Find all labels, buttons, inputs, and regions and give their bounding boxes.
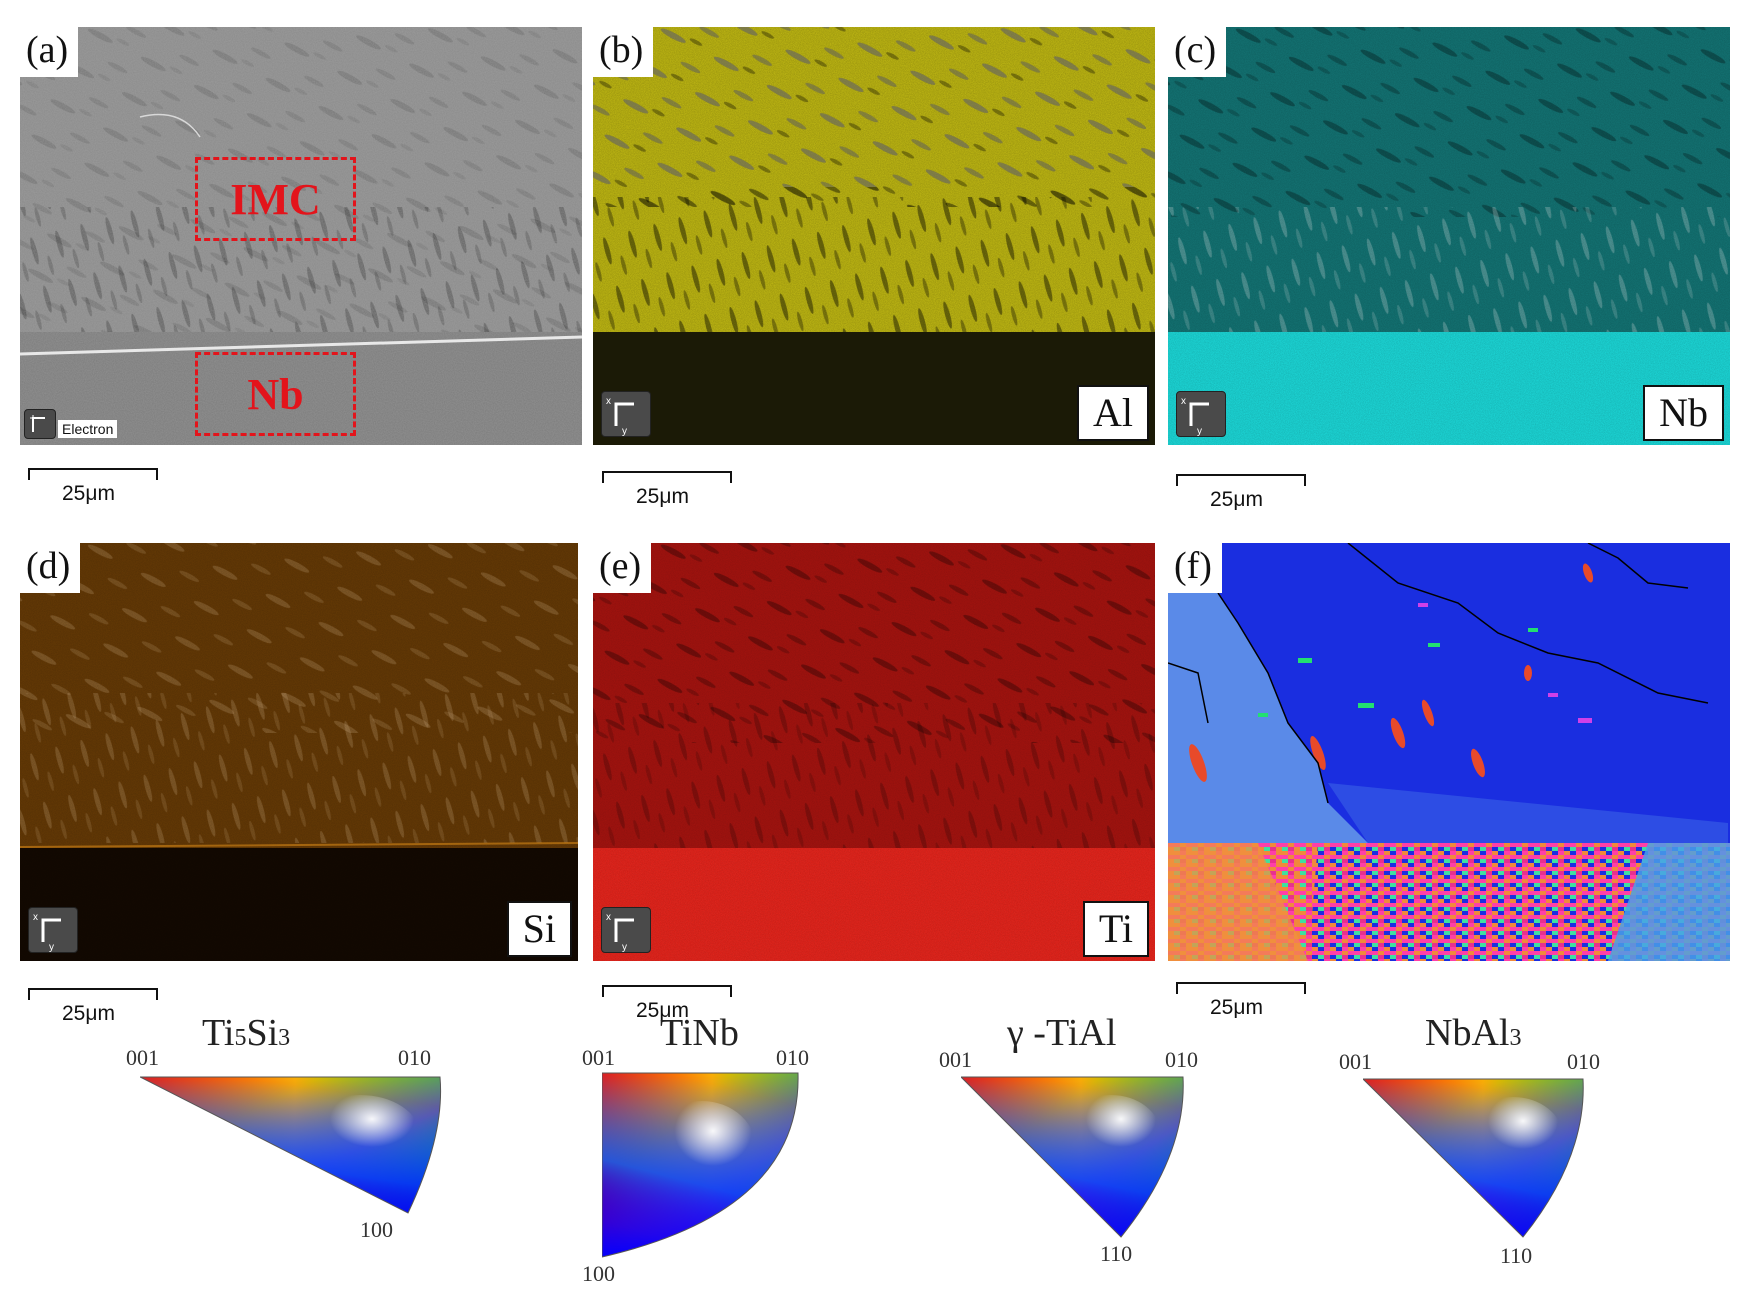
ipf-triangle bbox=[961, 1076, 1184, 1238]
svg-text:y: y bbox=[1197, 426, 1202, 436]
panel-e-ti-map: (e) x y Ti bbox=[593, 543, 1155, 961]
panel-f-label: (f) bbox=[1168, 543, 1222, 593]
ipf-legend-gamma-tial: γ -TiAl 001 010 110 bbox=[935, 1005, 1235, 1275]
xy-axis-icon: x y bbox=[601, 391, 651, 437]
si-eds-map bbox=[20, 543, 578, 961]
legend-title: γ -TiAl bbox=[1007, 1012, 1117, 1054]
electron-badge: Electron bbox=[58, 420, 118, 438]
corner-010-label: 010 bbox=[776, 1045, 809, 1070]
legend-title: TiNb bbox=[660, 1012, 739, 1054]
corner-010-label: 010 bbox=[398, 1045, 431, 1070]
panel-a-sem-image: (a) IMC Nb Electron bbox=[20, 27, 582, 445]
scale-bar-c: 25μm bbox=[1176, 474, 1306, 511]
ebsd-ipf-map bbox=[1168, 543, 1730, 961]
element-label-al: Al bbox=[1077, 385, 1149, 441]
svg-text:y: y bbox=[49, 942, 54, 952]
corner-001-label: 001 bbox=[126, 1045, 159, 1070]
sem-micrograph bbox=[20, 27, 582, 445]
scale-bar-b: 25μm bbox=[602, 471, 732, 508]
element-label-nb: Nb bbox=[1643, 385, 1724, 441]
corner-100-label: 100 bbox=[360, 1217, 393, 1242]
element-label-ti: Ti bbox=[1082, 901, 1149, 957]
svg-text:y: y bbox=[622, 942, 627, 952]
ipf-triangle bbox=[602, 1072, 799, 1258]
xy-axis-icon: x y bbox=[28, 907, 78, 953]
scale-bar-f-text: 25μm bbox=[1210, 996, 1263, 1019]
svg-text:y: y bbox=[622, 426, 627, 436]
xy-axis-icon: x y bbox=[601, 907, 651, 953]
scale-bar-c-text: 25μm bbox=[1210, 488, 1263, 511]
roi-nb-box: Nb bbox=[195, 352, 356, 436]
corner-110-label: 110 bbox=[1500, 1243, 1533, 1268]
panel-f-ebsd-map: (f) bbox=[1168, 543, 1730, 961]
scale-bar-d-text: 25μm bbox=[62, 1002, 115, 1025]
panel-e-label: (e) bbox=[593, 543, 652, 593]
corner-010-label: 010 bbox=[1567, 1049, 1600, 1074]
ti-eds-map bbox=[593, 543, 1155, 961]
scale-bar-f: 25μm bbox=[1176, 982, 1306, 1019]
panel-a-label: (a) bbox=[20, 27, 79, 77]
corner-110-label: 110 bbox=[1100, 1241, 1133, 1266]
corner-001-label: 001 bbox=[939, 1047, 972, 1072]
corner-001-label: 001 bbox=[582, 1045, 615, 1070]
panel-d-si-map: (d) x y Si bbox=[20, 543, 578, 961]
element-label-si: Si bbox=[506, 901, 572, 957]
roi-nb-label: Nb bbox=[247, 369, 304, 419]
ipf-legend-tinb: TiNb 001 010 100 bbox=[578, 1005, 838, 1295]
scale-bar-b-text: 25μm bbox=[636, 485, 689, 508]
legend-title: NbAl3 bbox=[1425, 1012, 1522, 1054]
scale-bar-a-text: 25μm bbox=[62, 482, 115, 505]
svg-text:x: x bbox=[33, 912, 38, 923]
scale-bar-e: 25μm bbox=[602, 985, 732, 1022]
al-eds-map bbox=[593, 27, 1155, 445]
ipf-legend-ti5si3: Ti5Si3 001 010 100 bbox=[120, 1005, 460, 1245]
panel-b-label: (b) bbox=[593, 27, 654, 77]
corner-001-label: 001 bbox=[1339, 1049, 1372, 1074]
svg-text:x: x bbox=[1181, 396, 1186, 407]
xy-axis-icon: x y bbox=[1176, 391, 1226, 437]
nb-eds-map bbox=[1168, 27, 1730, 445]
xy-axis-icon bbox=[24, 409, 56, 439]
svg-text:x: x bbox=[606, 396, 611, 407]
roi-imc-label: IMC bbox=[230, 174, 321, 224]
ipf-triangle bbox=[1363, 1078, 1584, 1238]
svg-text:x: x bbox=[606, 912, 611, 923]
panel-c-nb-map: (c) x y Nb bbox=[1168, 27, 1730, 445]
corner-010-label: 010 bbox=[1165, 1047, 1198, 1072]
legend-title: Ti5Si3 bbox=[202, 1012, 291, 1054]
panel-d-label: (d) bbox=[20, 543, 81, 593]
scale-bar-a: 25μm bbox=[28, 468, 158, 505]
corner-100-label: 100 bbox=[582, 1261, 615, 1286]
panel-c-label: (c) bbox=[1168, 27, 1227, 77]
roi-imc-box: IMC bbox=[195, 157, 356, 241]
panel-b-al-map: (b) x y Al bbox=[593, 27, 1155, 445]
ipf-legend-nbal3: NbAl3 001 010 110 bbox=[1335, 1005, 1635, 1275]
ipf-triangle bbox=[140, 1076, 442, 1214]
scale-bar-e-text: 25μm bbox=[636, 999, 689, 1022]
scale-bar-d: 25μm bbox=[28, 988, 158, 1025]
